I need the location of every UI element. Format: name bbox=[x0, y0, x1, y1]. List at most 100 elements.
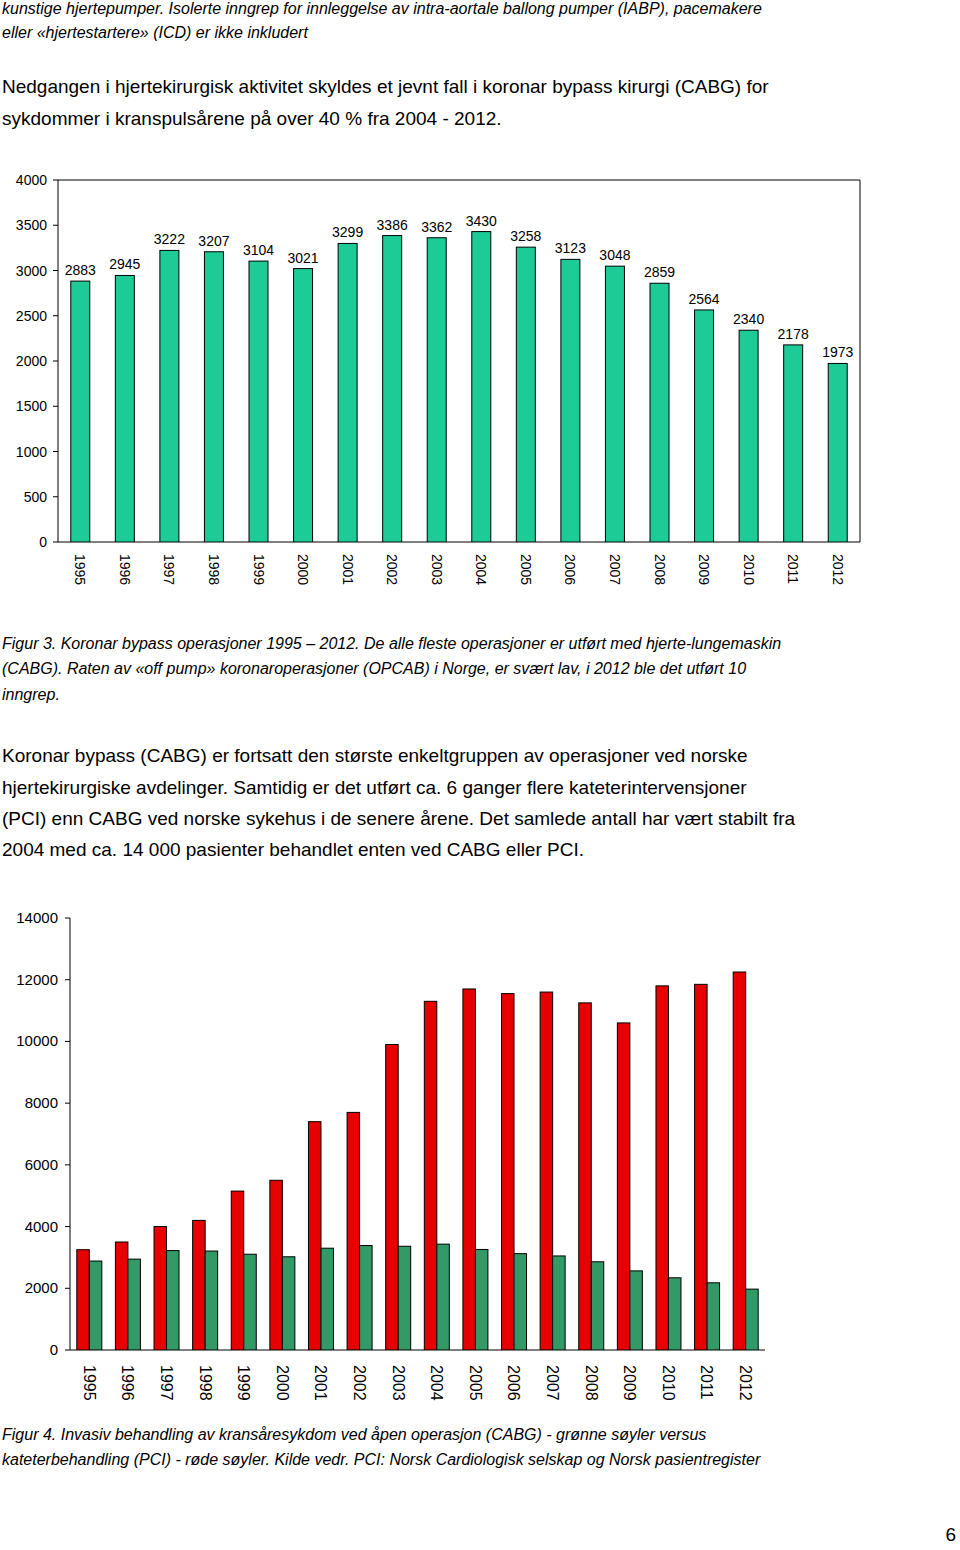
y-tick-label: 2500 bbox=[16, 308, 47, 324]
figure-caption: Figur 3. Koronar bypass operasjoner 1995… bbox=[2, 635, 781, 653]
figure-caption: kateterbehandling (PCI) - røde søyler. K… bbox=[2, 1451, 760, 1469]
bar bbox=[193, 1220, 206, 1350]
y-tick bbox=[53, 542, 58, 543]
y-tick-label: 2000 bbox=[25, 1279, 58, 1296]
bar bbox=[668, 1278, 681, 1350]
x-tick-label: 2003 bbox=[429, 554, 445, 585]
bar bbox=[540, 992, 553, 1350]
bar bbox=[77, 1250, 90, 1350]
bar bbox=[231, 1191, 244, 1350]
x-tick-label: 1997 bbox=[158, 1365, 175, 1401]
bar bbox=[656, 986, 669, 1350]
x-tick-label: 1998 bbox=[206, 554, 222, 585]
y-tick-label: 1500 bbox=[16, 398, 47, 414]
y-tick bbox=[65, 1041, 70, 1042]
x-tick-label: 1995 bbox=[81, 1365, 98, 1401]
x-tick-label: 2001 bbox=[312, 1365, 329, 1401]
x-tick-label: 2005 bbox=[518, 554, 534, 585]
x-tick-label: 1999 bbox=[235, 1365, 252, 1401]
data-label: 3048 bbox=[599, 247, 630, 263]
data-label: 2340 bbox=[733, 311, 764, 327]
bar bbox=[695, 984, 708, 1350]
bar bbox=[398, 1246, 411, 1350]
data-label: 2945 bbox=[109, 256, 140, 272]
figure-caption: inngrep. bbox=[2, 686, 60, 704]
y-axis bbox=[58, 180, 59, 542]
x-tick-label: 1997 bbox=[161, 554, 177, 585]
x-tick-label: 2004 bbox=[473, 554, 489, 585]
bar bbox=[502, 994, 515, 1350]
bar bbox=[828, 363, 847, 542]
bar bbox=[128, 1259, 140, 1350]
y-tick bbox=[53, 315, 58, 316]
data-labels: 2883294532223207310430213299338633623430… bbox=[65, 213, 854, 361]
bar bbox=[244, 1254, 257, 1350]
data-label: 2564 bbox=[688, 291, 719, 307]
x-tick-label: 2006 bbox=[505, 1365, 522, 1401]
paragraph: Koronar bypass (CABG) er fortsatt den st… bbox=[2, 745, 748, 767]
bar bbox=[463, 989, 476, 1350]
x-tick-label: 2012 bbox=[737, 1365, 754, 1401]
y-tick-label: 0 bbox=[39, 534, 47, 550]
data-label: 3123 bbox=[555, 240, 586, 256]
paragraph: 2004 med ca. 14 000 pasienter behandlet … bbox=[2, 839, 584, 861]
paragraph: Nedgangen i hjertekirurgisk aktivitet sk… bbox=[2, 76, 769, 98]
data-label: 3104 bbox=[243, 242, 274, 258]
paragraph: hjertekirurgiske avdelinger. Samtidig er… bbox=[2, 777, 747, 799]
x-tick-label: 2006 bbox=[562, 554, 578, 585]
y-tick bbox=[53, 361, 58, 362]
x-tick-label: 1998 bbox=[197, 1365, 214, 1401]
data-label: 1973 bbox=[822, 344, 853, 360]
x-tick-label: 2011 bbox=[698, 1365, 715, 1400]
bar bbox=[383, 236, 402, 542]
x-tick-label: 2007 bbox=[607, 554, 623, 585]
bar bbox=[204, 252, 223, 542]
y-tick bbox=[65, 1350, 70, 1351]
bar bbox=[205, 1251, 218, 1350]
bar bbox=[338, 243, 357, 542]
y-axis bbox=[70, 918, 71, 1350]
x-tick-label: 2012 bbox=[830, 554, 846, 585]
data-label: 3430 bbox=[466, 213, 497, 229]
x-tick-label: 2008 bbox=[583, 1365, 600, 1401]
y-tick-label: 4000 bbox=[16, 172, 47, 188]
y-tick bbox=[65, 1288, 70, 1289]
data-label: 3207 bbox=[198, 233, 229, 249]
y-tick bbox=[53, 225, 58, 226]
data-label: 3386 bbox=[377, 217, 408, 233]
bar bbox=[360, 1246, 373, 1350]
data-label: 3299 bbox=[332, 224, 363, 240]
x-tick-label: 2009 bbox=[621, 1365, 638, 1401]
y-tick-label: 500 bbox=[24, 489, 48, 505]
bar bbox=[733, 972, 746, 1350]
y-tick-label: 14000 bbox=[16, 909, 58, 926]
data-label: 3258 bbox=[510, 228, 541, 244]
bar bbox=[739, 330, 758, 542]
y-tick-label: 8000 bbox=[25, 1094, 58, 1111]
intro-note: eller «hjertestartere» (ICD) er ikke ink… bbox=[2, 24, 308, 42]
x-tick-label: 2002 bbox=[384, 554, 400, 585]
data-label: 3222 bbox=[154, 231, 185, 247]
y-tick-label: 12000 bbox=[16, 971, 58, 988]
y-tick bbox=[65, 918, 70, 919]
bar bbox=[695, 310, 714, 542]
x-tick-label: 2008 bbox=[652, 554, 668, 585]
y-tick bbox=[53, 451, 58, 452]
x-tick-label: 1996 bbox=[119, 1365, 136, 1401]
bar bbox=[347, 1112, 360, 1350]
bar bbox=[167, 1251, 180, 1350]
bars bbox=[77, 972, 758, 1350]
bar bbox=[579, 1003, 592, 1350]
frame bbox=[58, 180, 860, 181]
y-tick bbox=[65, 979, 70, 980]
bar bbox=[472, 232, 491, 542]
y-tick bbox=[53, 406, 58, 407]
y-tick-label: 3500 bbox=[16, 217, 47, 233]
bar bbox=[282, 1257, 295, 1350]
bar bbox=[249, 261, 268, 542]
x-tick-label: 2007 bbox=[544, 1365, 561, 1401]
y-tick bbox=[65, 1103, 70, 1104]
y-tick bbox=[65, 1226, 70, 1227]
bar bbox=[707, 1283, 720, 1350]
bar bbox=[591, 1262, 604, 1350]
